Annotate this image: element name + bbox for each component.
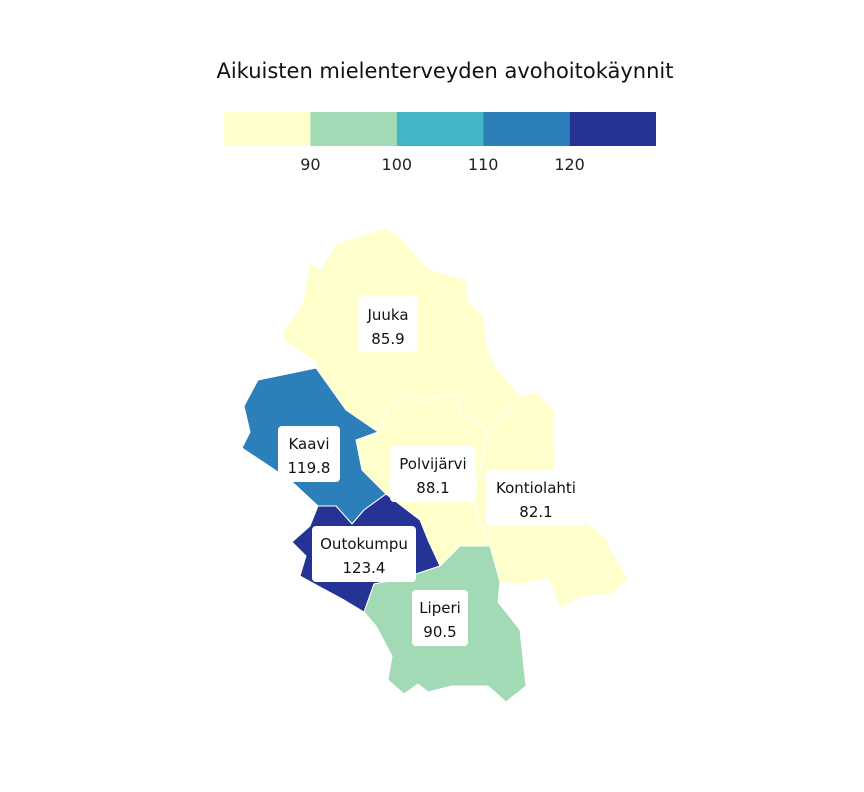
label-value-outokumpu: 123.4 — [343, 559, 386, 577]
legend-tick-110: 110 — [468, 155, 499, 174]
label-name-kontiolahti: Kontiolahti — [496, 479, 576, 497]
label-box-kaavi — [278, 426, 340, 482]
label-name-outokumpu: Outokumpu — [320, 535, 408, 553]
label-name-polvijarvi: Polvijärvi — [399, 455, 466, 473]
label-name-juuka: Juuka — [366, 306, 408, 324]
label-value-polvijarvi: 88.1 — [416, 479, 449, 497]
label-name-liperi: Liperi — [419, 599, 461, 617]
legend: 90 100 110 120 — [224, 112, 656, 174]
legend-bin-4 — [569, 112, 656, 146]
label-juuka: Juuka 85.9 — [358, 296, 418, 352]
label-kaavi: Kaavi 119.8 — [278, 426, 340, 482]
legend-tick-90: 90 — [300, 155, 320, 174]
legend-tick-100: 100 — [382, 155, 413, 174]
label-box-polvijarvi — [390, 446, 476, 502]
region-labels: Juuka 85.9 Kaavi 119.8 Polvijärvi 88.1 K… — [278, 296, 586, 646]
label-value-liperi: 90.5 — [423, 623, 456, 641]
label-polvijarvi: Polvijärvi 88.1 — [390, 446, 476, 502]
label-box-outokumpu — [312, 526, 416, 582]
label-box-kontiolahti — [486, 470, 586, 526]
legend-bin-0 — [224, 112, 311, 146]
label-value-kaavi: 119.8 — [288, 459, 331, 477]
map-title: Aikuisten mielenterveyden avohoitokäynni… — [216, 59, 673, 83]
label-outokumpu: Outokumpu 123.4 — [312, 526, 416, 582]
label-liperi: Liperi 90.5 — [412, 590, 468, 646]
label-box-liperi — [412, 590, 468, 646]
legend-bin-1 — [310, 112, 397, 146]
label-kontiolahti: Kontiolahti 82.1 — [486, 470, 586, 526]
label-name-kaavi: Kaavi — [288, 435, 329, 453]
label-box-juuka — [358, 296, 418, 352]
legend-bin-3 — [483, 112, 570, 146]
label-value-juuka: 85.9 — [371, 330, 404, 348]
legend-bin-2 — [396, 112, 484, 146]
label-value-kontiolahti: 82.1 — [519, 503, 552, 521]
legend-tick-120: 120 — [554, 155, 585, 174]
